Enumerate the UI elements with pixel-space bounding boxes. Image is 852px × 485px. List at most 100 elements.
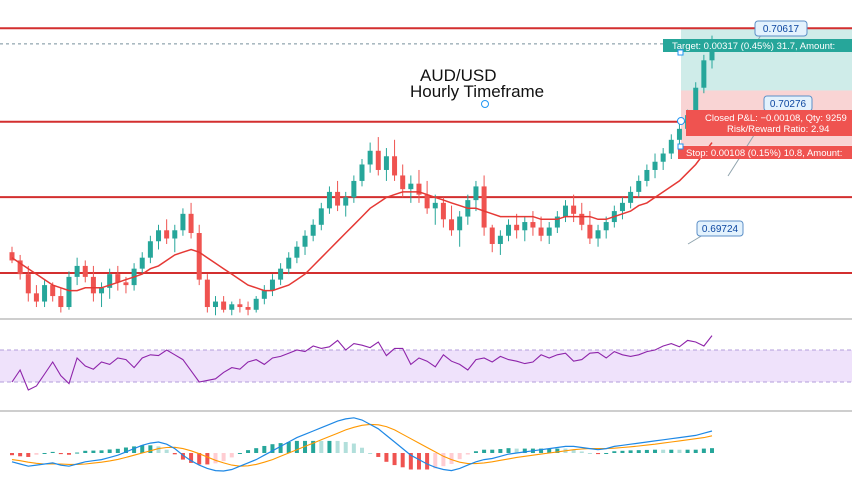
candle-body[interactable]: [318, 208, 324, 225]
candle-body[interactable]: [245, 307, 251, 310]
position-handle[interactable]: [677, 143, 684, 150]
candle-body[interactable]: [237, 304, 243, 308]
candle-body[interactable]: [660, 153, 666, 162]
candle-body[interactable]: [212, 301, 218, 308]
candle-body[interactable]: [530, 222, 536, 228]
candle-body[interactable]: [180, 213, 186, 231]
candle-body[interactable]: [269, 279, 275, 291]
candle-body[interactable]: [310, 224, 316, 236]
macd-line[interactable]: [11, 417, 713, 472]
candle-body[interactable]: [326, 191, 332, 209]
candle-body[interactable]: [25, 274, 31, 294]
candle-body[interactable]: [383, 156, 389, 170]
candle-body[interactable]: [286, 257, 292, 269]
candle-body[interactable]: [99, 287, 105, 294]
candle-body[interactable]: [628, 191, 634, 203]
candle-body[interactable]: [595, 230, 601, 239]
candle-body[interactable]: [481, 186, 487, 228]
candle-body[interactable]: [693, 87, 699, 116]
candle-body[interactable]: [229, 304, 235, 310]
candle-body[interactable]: [278, 268, 284, 280]
candle-body[interactable]: [506, 224, 512, 236]
moving-average-line[interactable]: [11, 142, 713, 292]
target-label-box[interactable]: [663, 39, 852, 52]
candle-body[interactable]: [253, 298, 259, 310]
candle-body[interactable]: [497, 235, 503, 244]
candle-body[interactable]: [123, 282, 129, 286]
candle-body[interactable]: [449, 219, 455, 231]
candle-body[interactable]: [156, 230, 162, 242]
candle-body[interactable]: [416, 183, 422, 195]
candle-body[interactable]: [652, 161, 658, 170]
candle-body[interactable]: [514, 224, 520, 231]
candle-body[interactable]: [359, 164, 365, 181]
candle-body[interactable]: [164, 230, 170, 239]
candle-body[interactable]: [489, 227, 495, 244]
candle-body[interactable]: [473, 186, 479, 201]
candle-body[interactable]: [408, 183, 414, 190]
candle-body[interactable]: [457, 216, 463, 231]
price-callout-high[interactable]: [754, 20, 808, 37]
candle-body[interactable]: [644, 169, 650, 181]
candle-body[interactable]: [701, 60, 707, 88]
candle-body[interactable]: [17, 260, 23, 275]
candle-body[interactable]: [619, 202, 625, 212]
candle-body[interactable]: [42, 285, 48, 302]
candle-body[interactable]: [579, 213, 585, 225]
candle-body[interactable]: [587, 224, 593, 239]
candle-body[interactable]: [107, 274, 113, 288]
candle-body[interactable]: [302, 235, 308, 247]
macd-histogram-bar: [400, 453, 405, 468]
candle-body[interactable]: [375, 150, 381, 170]
candle-body[interactable]: [546, 227, 552, 236]
candle-body[interactable]: [50, 285, 56, 297]
macd-histogram-bar: [237, 453, 242, 454]
macd-pane[interactable]: [10, 417, 714, 472]
candle-body[interactable]: [424, 194, 430, 209]
candle-body[interactable]: [335, 191, 341, 206]
macd-signal-line[interactable]: [11, 423, 713, 467]
candle-body[interactable]: [367, 150, 373, 165]
candle-body[interactable]: [668, 139, 674, 154]
candle-body[interactable]: [172, 230, 178, 239]
candle-body[interactable]: [562, 205, 568, 217]
candle-body[interactable]: [522, 222, 528, 231]
candle-body[interactable]: [115, 274, 121, 283]
candle-body[interactable]: [188, 213, 194, 234]
candle-body[interactable]: [9, 252, 15, 261]
price-callout-low[interactable]: [696, 220, 744, 237]
candle-body[interactable]: [636, 180, 642, 192]
candle-body[interactable]: [221, 301, 227, 310]
candle-body[interactable]: [392, 156, 398, 176]
candle-body[interactable]: [554, 216, 560, 228]
candle-body[interactable]: [343, 197, 349, 206]
candle-body[interactable]: [33, 293, 39, 302]
candle-body[interactable]: [204, 279, 210, 308]
candle-body[interactable]: [400, 175, 406, 190]
candle-body[interactable]: [440, 202, 446, 220]
position-handle[interactable]: [677, 49, 684, 56]
candle-body[interactable]: [66, 276, 72, 308]
position-handle[interactable]: [677, 117, 685, 125]
candle-body[interactable]: [294, 246, 300, 258]
rsi-pane[interactable]: [0, 335, 852, 391]
candle-body[interactable]: [196, 233, 202, 280]
candle-body[interactable]: [58, 296, 64, 308]
rsi-line[interactable]: [11, 335, 713, 391]
candle-body[interactable]: [147, 241, 153, 258]
candle-body[interactable]: [351, 180, 357, 198]
candle-body[interactable]: [432, 202, 438, 209]
candle-body[interactable]: [571, 205, 577, 214]
candle-body[interactable]: [261, 290, 267, 299]
candle-body[interactable]: [538, 227, 544, 236]
stop-label-box[interactable]: [678, 146, 852, 159]
candle-body[interactable]: [90, 276, 96, 294]
candle-body[interactable]: [139, 257, 145, 269]
candle-body[interactable]: [603, 222, 609, 231]
pl-label-box[interactable]: [686, 110, 852, 136]
candle-body[interactable]: [676, 128, 682, 140]
anchor-handle[interactable]: [481, 100, 489, 108]
candle-body[interactable]: [82, 265, 88, 277]
candle-body[interactable]: [74, 265, 80, 277]
